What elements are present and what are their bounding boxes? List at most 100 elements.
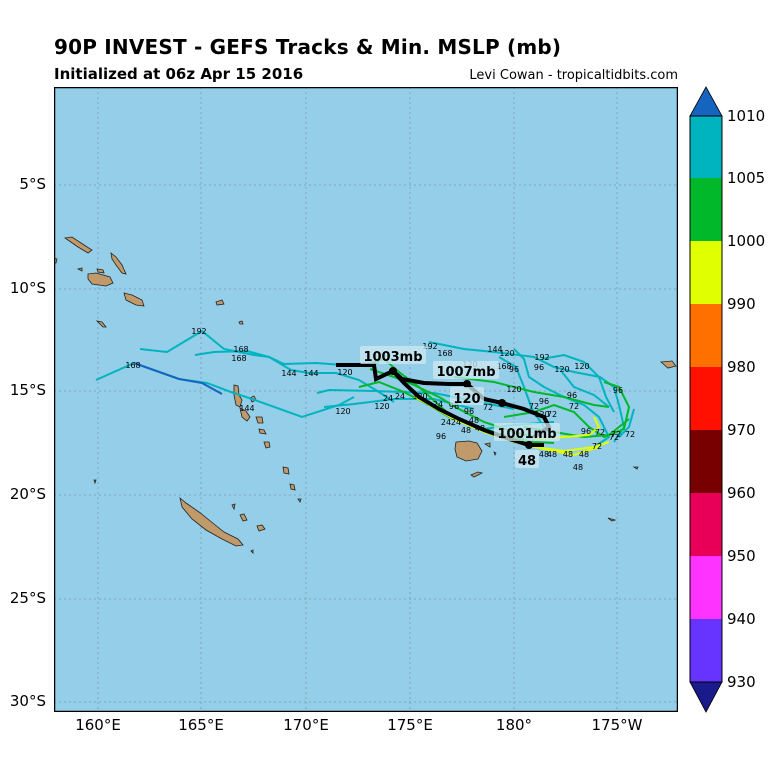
label-1003mb: 1003mb: [363, 350, 422, 365]
svg-text:120: 120: [506, 385, 521, 394]
lat-tick-15s: 15°S: [9, 381, 46, 399]
svg-text:24: 24: [441, 418, 451, 427]
svg-text:72: 72: [592, 442, 602, 451]
svg-text:96: 96: [464, 407, 474, 416]
island-samoa: [660, 360, 677, 369]
island-choiseul: [63, 236, 93, 254]
island-guadalcanal: [87, 272, 114, 287]
lat-tick-10s: 10°S: [9, 279, 46, 297]
lon-tick-160e: 160°E: [75, 716, 121, 734]
colorbar-label-990: 990: [727, 295, 756, 313]
label-48: 48: [518, 454, 536, 469]
svg-text:72: 72: [483, 403, 493, 412]
svg-text:192: 192: [422, 342, 437, 351]
track-map: 192 168 168 168 144 144 120 144 120 120 …: [54, 87, 678, 712]
svg-text:120: 120: [574, 362, 589, 371]
svg-text:24: 24: [395, 392, 405, 401]
mean-track-points: [389, 367, 533, 449]
credit-text: Levi Cowan - tropicaltidbits.com: [469, 68, 678, 83]
svg-text:96: 96: [436, 432, 446, 441]
lon-tick-175w: 175°W: [591, 716, 643, 734]
svg-text:48: 48: [573, 463, 583, 472]
svg-text:120: 120: [499, 349, 514, 358]
svg-text:72: 72: [609, 433, 619, 442]
svg-text:144: 144: [303, 369, 318, 378]
mean-track-labels: 1003mb 1007mb 120 1001mb 48: [360, 346, 560, 469]
label-1007mb: 1007mb: [436, 365, 495, 380]
svg-text:168: 168: [125, 361, 140, 370]
colorbar-label-1000: 1000: [727, 232, 766, 250]
svg-text:24: 24: [451, 418, 461, 427]
svg-text:96: 96: [509, 365, 519, 374]
colorbar-label-1010: 1010: [727, 107, 766, 125]
svg-text:48: 48: [579, 450, 589, 459]
svg-text:120: 120: [337, 368, 352, 377]
svg-text:48: 48: [547, 450, 557, 459]
ocean: [54, 87, 678, 712]
svg-text:72: 72: [611, 430, 621, 439]
lon-tick-175e: 175°E: [387, 716, 433, 734]
island-viti-levu: [454, 440, 483, 462]
chart-subtitle: Initialized at 06z Apr 15 2016: [54, 65, 304, 83]
svg-text:72: 72: [595, 428, 605, 437]
svg-text:96: 96: [581, 427, 591, 436]
colorbar-label-950: 950: [727, 547, 756, 565]
svg-text:48: 48: [475, 424, 485, 433]
svg-text:144: 144: [239, 404, 254, 413]
island-new-caledonia: [179, 496, 244, 547]
svg-text:24: 24: [383, 394, 393, 403]
svg-text:144: 144: [281, 369, 296, 378]
lat-tick-25s: 25°S: [9, 589, 46, 607]
colorbar-extend-top: [689, 86, 723, 117]
svg-text:48: 48: [469, 416, 479, 425]
graticule: [54, 87, 678, 712]
svg-text:48: 48: [563, 450, 573, 459]
lat-tick-20s: 20°S: [9, 485, 46, 503]
svg-text:48: 48: [539, 450, 549, 459]
svg-text:192: 192: [191, 327, 206, 336]
colorbar-extend-bottom: [689, 681, 723, 713]
colorbar-label-940: 940: [727, 610, 756, 628]
lon-tick-165e: 165°E: [178, 716, 224, 734]
svg-text:168: 168: [437, 349, 452, 358]
svg-text:120: 120: [554, 365, 569, 374]
svg-text:96: 96: [567, 391, 577, 400]
colorbar: [689, 86, 723, 713]
svg-text:192: 192: [534, 353, 549, 362]
svg-text:96: 96: [613, 386, 623, 395]
colorbar-label-970: 970: [727, 421, 756, 439]
forecast-hour-labels: 192 168 168 168 144 144 120 144 120 120 …: [125, 327, 635, 472]
svg-text:168: 168: [496, 362, 511, 371]
svg-text:120: 120: [534, 410, 549, 419]
svg-text:72: 72: [625, 430, 635, 439]
label-1001mb: 1001mb: [497, 427, 556, 442]
svg-text:120: 120: [335, 407, 350, 416]
svg-text:24: 24: [433, 400, 443, 409]
island-malaita: [110, 252, 127, 275]
land: [54, 236, 677, 554]
colorbar-label-980: 980: [727, 358, 756, 376]
colorbar-label-930: 930: [727, 673, 756, 691]
svg-text:120: 120: [374, 402, 389, 411]
colorbar-label-960: 960: [727, 484, 756, 502]
svg-text:168: 168: [231, 354, 246, 363]
svg-text:48: 48: [461, 426, 471, 435]
svg-text:96: 96: [539, 397, 549, 406]
island-makira: [123, 292, 145, 307]
map-frame: [54, 87, 678, 712]
lon-tick-170e: 170°E: [283, 716, 329, 734]
lat-tick-5s: 5°S: [19, 175, 46, 193]
lat-tick-30s: 30°S: [9, 692, 46, 710]
svg-text:120: 120: [412, 392, 427, 401]
svg-text:168: 168: [233, 345, 248, 354]
svg-text:144: 144: [487, 345, 502, 354]
svg-text:72: 72: [569, 402, 579, 411]
svg-text:96: 96: [534, 363, 544, 372]
chart-title: 90P INVEST - GEFS Tracks & Min. MSLP (mb…: [54, 35, 562, 59]
island-espiritu-santo: [233, 384, 243, 408]
colorbar-label-1005: 1005: [727, 169, 766, 187]
label-120: 120: [453, 392, 480, 407]
svg-text:96: 96: [449, 402, 459, 411]
svg-text:72: 72: [529, 402, 539, 411]
track-segment-blue: [133, 362, 223, 395]
